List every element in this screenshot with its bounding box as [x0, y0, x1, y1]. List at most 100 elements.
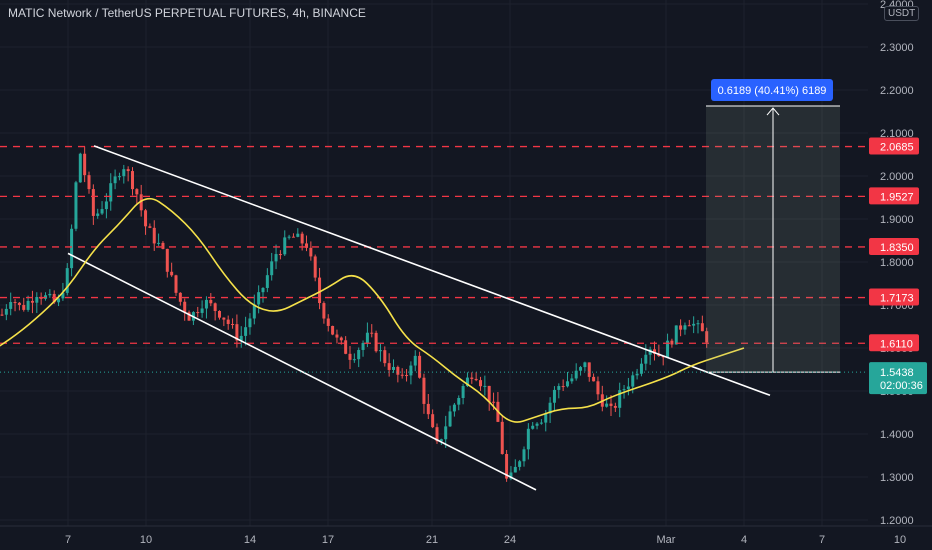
candle-body — [448, 411, 452, 427]
channel-upper-line[interactable] — [93, 145, 771, 397]
time-tick-label: 10 — [140, 534, 152, 546]
candle-body — [500, 421, 504, 454]
candle-body — [683, 325, 687, 330]
candle-body — [231, 324, 235, 326]
candle-body — [305, 243, 308, 248]
candle-body — [513, 466, 517, 473]
time-axis[interactable]: 7 10 14 17 21 24 Mar 4 7 10 — [0, 525, 932, 546]
candle-body — [70, 228, 74, 269]
candle-body — [222, 317, 226, 320]
candle-body — [252, 304, 256, 319]
candle-body — [178, 292, 182, 302]
candle-body — [505, 453, 509, 479]
time-tick-label: 7 — [819, 534, 825, 546]
level-price-badge[interactable] — [869, 187, 919, 205]
channel-lower-line[interactable] — [67, 252, 537, 491]
candle-body — [452, 404, 456, 412]
candle-body — [570, 378, 574, 382]
candle-body — [344, 340, 348, 354]
level-price-label: 1.9527 — [880, 191, 914, 203]
candle-body — [522, 449, 526, 462]
candle-body — [326, 318, 330, 326]
candle-body — [687, 325, 691, 327]
candle-body — [405, 375, 409, 377]
candle-body — [618, 390, 622, 408]
price-tick-label: 2.3000 — [880, 42, 914, 54]
chart-title: MATIC Network / TetherUS PERPETUAL FUTUR… — [8, 6, 366, 20]
candle-body — [361, 342, 365, 350]
level-price-badge[interactable] — [869, 137, 919, 155]
candle-body — [313, 256, 317, 278]
candle-body — [557, 386, 561, 390]
candle-body — [705, 331, 709, 343]
level-price-badge[interactable] — [869, 237, 919, 255]
candle-body — [635, 373, 639, 376]
candle-body — [348, 353, 352, 360]
price-axis-background — [868, 0, 932, 526]
candle-body — [357, 349, 361, 360]
price-tick-label: 1.4000 — [880, 429, 914, 441]
price-tick-label: 2.2000 — [880, 85, 914, 97]
candle-body — [109, 183, 113, 202]
candle-body — [135, 189, 139, 195]
measure-tool[interactable]: 0.6189 (40.41%) 6189 — [0, 79, 868, 373]
candle-body — [605, 403, 609, 407]
candle-body — [0, 314, 4, 316]
moving-average — [0, 197, 745, 423]
candle-body — [631, 375, 635, 387]
candle-body — [261, 287, 265, 293]
candle-body — [457, 397, 461, 405]
candle-body — [196, 312, 200, 314]
candle-body — [418, 355, 422, 378]
horizontal-levels[interactable] — [0, 145, 868, 344]
candle-body — [113, 176, 117, 184]
price-tick-label: 1.2000 — [880, 515, 914, 527]
price-axis[interactable]: 2.4000 2.3000 2.2000 2.1000 2.0000 1.9000 1.80… — [868, 0, 932, 527]
candle-body — [461, 386, 465, 398]
candle-body — [278, 254, 282, 256]
candle-body — [374, 332, 378, 352]
candle-body — [148, 226, 152, 228]
candle-body — [579, 367, 583, 371]
candle-body — [213, 303, 217, 311]
candle-body — [291, 236, 295, 238]
candle-body — [674, 325, 678, 345]
candle-body — [526, 428, 530, 450]
last-price-badge[interactable] — [869, 362, 927, 395]
candle-body — [483, 385, 487, 387]
candle-body — [283, 237, 287, 255]
channel-lines[interactable] — [67, 145, 771, 491]
candle-body — [426, 403, 430, 415]
candle-body — [518, 461, 522, 467]
level-price-badge[interactable] — [869, 334, 919, 352]
candle-body — [679, 325, 683, 330]
time-tick-label: 24 — [504, 534, 516, 546]
candle-body — [648, 349, 652, 355]
countdown-label: 02:00:36 — [880, 380, 923, 392]
candle-body — [26, 300, 30, 310]
candle-body — [274, 254, 278, 262]
candle-body — [692, 323, 696, 326]
candle-body — [544, 413, 548, 423]
candle-body — [335, 334, 339, 338]
candle-body — [244, 327, 248, 336]
ma-line — [0, 197, 745, 423]
candle-body — [413, 355, 417, 366]
candle-body — [48, 293, 52, 296]
candle-body — [322, 303, 326, 319]
candle-body — [566, 381, 569, 387]
candle-body — [13, 302, 17, 304]
candle-body — [539, 422, 543, 424]
candle-body — [183, 301, 187, 313]
candle-body — [122, 169, 126, 177]
level-price-badge[interactable] — [869, 288, 919, 306]
candle-body — [696, 323, 700, 325]
candle-body — [422, 377, 426, 404]
currency-badge[interactable]: USDT — [884, 6, 920, 21]
candle-body — [396, 366, 400, 375]
candle-body — [474, 378, 478, 381]
candle-body — [9, 302, 13, 309]
last-price-label: 1.5438 — [880, 367, 914, 379]
level-price-label: 1.7173 — [880, 293, 914, 305]
